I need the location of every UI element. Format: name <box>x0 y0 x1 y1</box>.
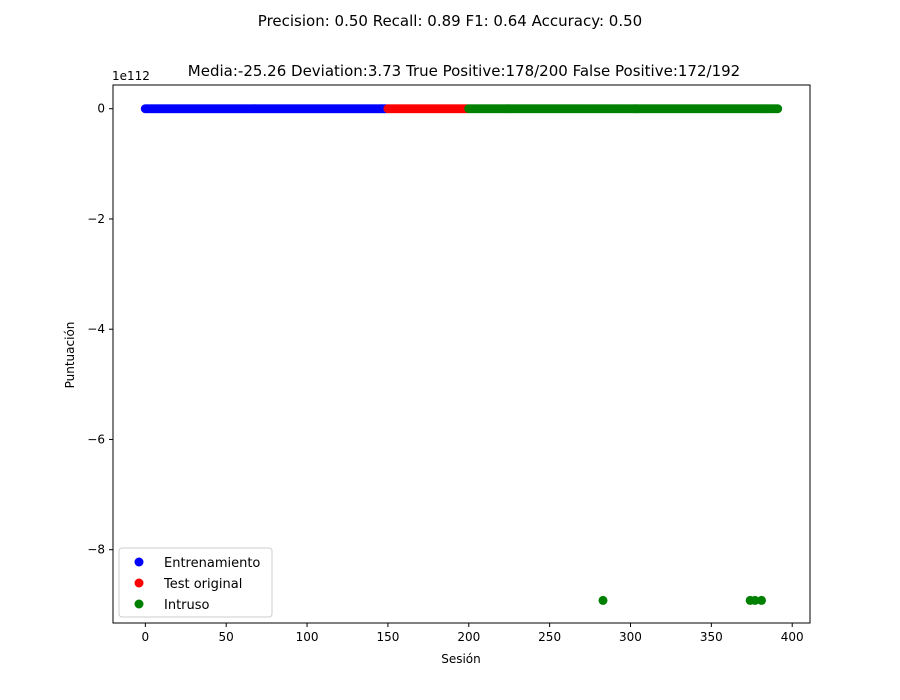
x-axis-label: Sesión <box>441 652 481 666</box>
x-tick-label: 350 <box>700 630 723 644</box>
marker-intruso-outlier <box>756 595 766 605</box>
legend-marker-entrenamiento <box>134 557 144 567</box>
y-axis-label: Puntuación <box>63 322 77 389</box>
y-tick-label: −6 <box>87 432 105 446</box>
x-tick-label: 150 <box>376 630 399 644</box>
x-tick-label: 400 <box>781 630 804 644</box>
x-tick-label: 100 <box>296 630 319 644</box>
legend-marker-test-original <box>134 578 144 588</box>
y-axis-ticks: 0 −2 −4 −6 −8 <box>87 102 113 557</box>
x-axis-ticks: 0 50 100 150 200 250 300 350 400 <box>142 623 804 644</box>
plot-frame <box>112 84 811 624</box>
legend-label-test-original: Test original <box>163 577 242 592</box>
y-tick-label: −4 <box>87 322 105 336</box>
marker-intruso-outlier <box>750 595 760 605</box>
legend-label-intruso: Intruso <box>164 598 210 613</box>
marker-intruso <box>773 104 783 114</box>
y-offset-label: 1e112 <box>112 69 150 83</box>
y-tick-label: −8 <box>87 543 105 557</box>
marker-intruso-outlier <box>598 595 608 605</box>
x-tick-label: 50 <box>219 630 234 644</box>
legend-box <box>118 547 273 618</box>
x-tick-label: 250 <box>538 630 561 644</box>
x-tick-label: 0 <box>142 630 150 644</box>
x-tick-label: 300 <box>619 630 642 644</box>
plot-markers <box>140 104 783 605</box>
x-tick-label: 200 <box>457 630 480 644</box>
chart-title: Media:-25.26 Deviation:3.73 True Positiv… <box>188 62 740 80</box>
y-tick-label: 0 <box>97 102 105 116</box>
legend-marker-intruso <box>134 599 144 609</box>
legend-label-entrenamiento: Entrenamiento <box>164 556 260 571</box>
legend: Entrenamiento Test original Intruso <box>118 547 273 618</box>
y-tick-label: −2 <box>87 212 105 226</box>
figure-suptitle: Precision: 0.50 Recall: 0.89 F1: 0.64 Ac… <box>258 12 642 30</box>
